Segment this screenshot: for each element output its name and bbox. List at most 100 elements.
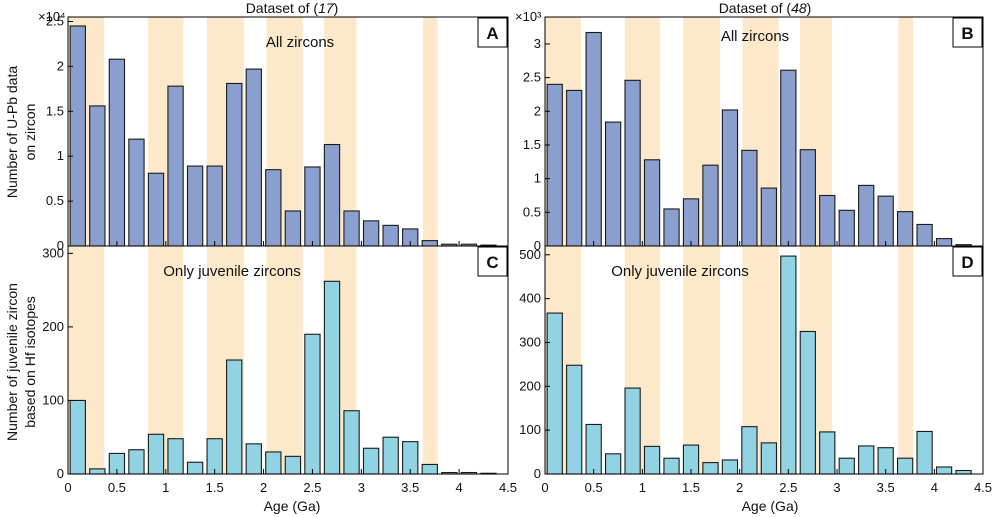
panel-b-bar-1: [566, 89, 583, 247]
panel-a-bar-14: [343, 210, 360, 247]
panel-a-ytick-label-5: 2.5: [46, 13, 64, 28]
panel-d-ytick-label-2: 200: [519, 378, 541, 393]
panel-d-bar-0: [546, 312, 563, 475]
panel-c-ytick-label-2: 200: [42, 319, 64, 334]
panel-c-xtick-label-8: 4: [455, 480, 462, 495]
panel-c-xtick-label-1: 0.5: [108, 480, 126, 495]
panel-c-annotation: Only juvenile zircons: [163, 263, 301, 280]
panel-c-ytick-label-0: 0: [57, 466, 64, 481]
panel-a-letter: A: [486, 24, 498, 43]
panel-b-bar-5: [643, 159, 661, 247]
panel-a-bar-15: [362, 220, 380, 247]
panel-d-annotation: Only juvenile zircons: [611, 263, 749, 280]
panel-d-bar-11: [760, 442, 778, 475]
y-axis-title-bottom-line1: Number of juvenile zircon: [4, 283, 20, 441]
panel-d-bar-1: [566, 364, 583, 475]
panel-d-xtick-label-9: 4.5: [974, 480, 992, 495]
panel-title-a-prefix: Dataset of (: [246, 0, 319, 16]
panel-b-age-band-5: [898, 17, 913, 246]
panel-c-age-band-3: [266, 246, 303, 474]
panel-a-bar-5: [167, 85, 184, 247]
panel-a-bar-2: [108, 58, 126, 247]
panel-b-bar-7: [682, 198, 700, 247]
panel-c-xtick-label-0: 0: [64, 480, 71, 495]
panel-b-exponent-label: ×10³: [515, 9, 542, 24]
panel-c-letter: C: [486, 253, 498, 272]
panel-b-bar-19: [916, 223, 933, 247]
panel-c-bar-3: [128, 449, 145, 475]
panel-a-ytick-label-1: 0.5: [46, 193, 64, 208]
panel-c-bar-15: [362, 447, 380, 475]
panel-title-a-suffix: ): [334, 0, 339, 16]
panel-d-bar-12: [780, 255, 797, 475]
panel-b-bar-10: [741, 149, 758, 247]
panel-b-bar-15: [838, 209, 855, 247]
panel-d-letter: D: [961, 253, 973, 272]
x-axis-title-left: Age (Ga): [264, 498, 321, 514]
panel-a-bar-6: [186, 165, 204, 247]
panel-a-age-band-5: [422, 17, 438, 246]
panel-c-bar-11: [284, 455, 302, 475]
panel-c-bar-14: [343, 410, 360, 475]
panel-b-letter-box: [952, 17, 983, 48]
panel-a-ytick-label-4: 2: [57, 58, 64, 73]
panel-title-b-suffix: ): [807, 0, 812, 16]
panel-a-bar-0: [69, 25, 86, 247]
panel-a-ytick-label-3: 1.5: [46, 103, 64, 118]
panel-d-xtick-label-4: 2: [736, 480, 743, 495]
panel-d-age-band-5: [898, 246, 913, 474]
panel-a-bar-11: [284, 210, 302, 247]
panel-a-bar-18: [421, 240, 438, 247]
panel-c-xtick-label-3: 1.5: [206, 480, 224, 495]
panel-c-bar-9: [245, 443, 262, 475]
panel-c-ytick-label-3: 300: [42, 245, 64, 260]
panel-a-bar-3: [128, 138, 145, 247]
panel-d-xtick-label-8: 4: [931, 480, 938, 495]
panel-c-bar-5: [167, 438, 184, 475]
panel-a-exponent-label: ×10⁴: [38, 9, 66, 24]
panel-b-bar-12: [780, 69, 797, 247]
panel-title-a: Dataset of (17): [246, 0, 339, 16]
panel-c-bar-18: [421, 463, 438, 475]
panel-a: 0 0.5 1 1.5 2 2.5×10⁴ All zircons A: [38, 9, 509, 253]
panel-d-bar-8: [702, 462, 719, 475]
panel-d-xtick-label-2: 1: [639, 480, 646, 495]
panel-c-xtick-label-6: 3: [358, 480, 365, 495]
y-axis-title-top-line1: Number of U-Pb data: [4, 66, 20, 198]
panel-d-xtick-label-0: 0: [541, 480, 548, 495]
panel-a-annotation: All zircons: [266, 34, 334, 51]
panel-c-bar-16: [382, 436, 399, 475]
panel-b-ytick-label-6: 3: [534, 36, 541, 51]
panel-b-bar-8: [702, 164, 719, 247]
panel-title-b: Dataset of (48): [719, 0, 812, 16]
panel-d-bar-4: [624, 387, 641, 475]
panel-c-xtick-label-7: 3.5: [401, 480, 419, 495]
panel-b-bar-20: [935, 238, 953, 247]
panel-b-bar-2: [585, 31, 602, 247]
panel-b-bar-11: [760, 187, 778, 247]
panel-d-bar-14: [819, 431, 836, 475]
panel-a-bar-13: [323, 143, 341, 247]
panel-d-letter-box: [952, 246, 983, 277]
panel-c-bar-13: [323, 280, 341, 475]
panel-b-ytick-label-0: 0: [534, 238, 541, 253]
panel-d-bar-5: [643, 445, 661, 475]
panel-d-bar-2: [585, 423, 602, 475]
panel-c-bar-0: [69, 399, 86, 475]
panel-a-bar-1: [89, 105, 106, 247]
panel-b-bar-4: [624, 79, 641, 247]
panel-d-xtick-label-6: 3: [833, 480, 840, 495]
panel-d-bar-3: [604, 453, 622, 475]
panel-d: 0 100 200 300 400 500 0 0.5 1 1.5 2 2.5 3 3.5 4 4.5 Only…: [519, 245, 992, 495]
panel-title-a-ref: 17: [318, 0, 335, 16]
panel-d-ytick-label-4: 400: [519, 291, 541, 306]
panel-d-frame: [544, 245, 984, 475]
panel-a-bar-16: [382, 224, 399, 247]
panel-d-xtick-label-5: 2.5: [779, 480, 797, 495]
panel-c-frame: [67, 245, 509, 475]
panel-c-xtick-label-4: 2: [260, 480, 267, 495]
panel-a-bar-7: [206, 165, 223, 247]
panel-a-bar-8: [226, 82, 243, 247]
panel-d-age-band-2: [683, 246, 721, 474]
panel-d-bar-18: [896, 457, 914, 475]
